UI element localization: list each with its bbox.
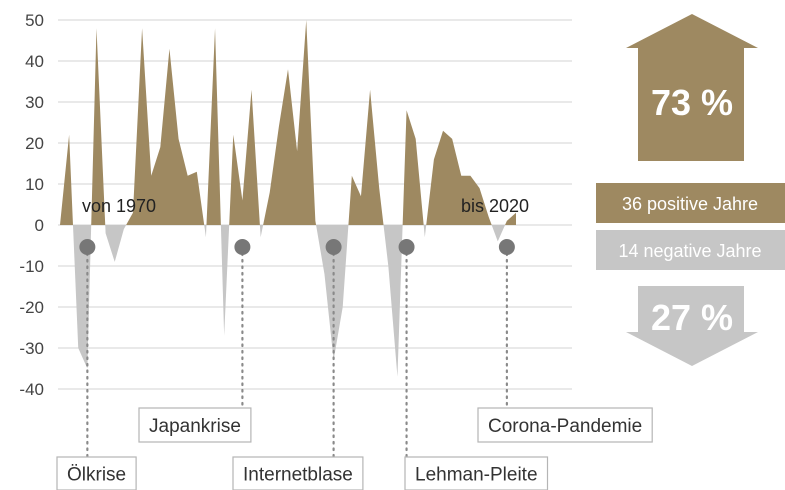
event-labels: Ölkrise Japankrise Internetblase Lehman-Ple… — [56, 407, 653, 490]
y-tick-label: 10 — [25, 175, 44, 194]
event-label: Lehman-Pleite — [415, 465, 538, 486]
positive-percent: 73 % — [651, 82, 733, 123]
event-label-box: Internetblase — [232, 456, 364, 490]
event-label-box: Lehman-Pleite — [404, 456, 549, 490]
event-marker — [325, 239, 342, 255]
y-axis: 50 40 30 20 10 0 -10 -20 -30 -40 — [19, 11, 44, 399]
y-tick-label: -10 — [19, 257, 44, 276]
positive-count-bar — [596, 183, 785, 223]
positive-count-label: 36 positive Jahre — [622, 194, 758, 214]
positive-summary: 73 % 36 positive Jahre — [596, 14, 785, 223]
end-year-label: bis 2020 — [461, 196, 529, 216]
negative-summary: 14 negative Jahre 27 % — [596, 230, 785, 366]
event-label: Internetblase — [243, 465, 353, 486]
event-label: Japankrise — [149, 416, 241, 437]
y-tick-label: 40 — [25, 52, 44, 71]
up-arrow-icon — [626, 14, 758, 161]
down-arrow-icon — [626, 286, 758, 366]
negative-count-bar — [596, 230, 785, 270]
negative-count-label: 14 negative Jahre — [618, 241, 761, 261]
negative-percent: 27 % — [651, 297, 733, 338]
event-label-box: Japankrise — [138, 407, 252, 443]
event-label: Corona-Pandemie — [488, 416, 642, 437]
y-tick-label: -40 — [19, 380, 44, 399]
start-year-label: von 1970 — [82, 196, 156, 216]
event-marker — [79, 239, 96, 255]
y-tick-label: 50 — [25, 11, 44, 30]
y-tick-label: -20 — [19, 298, 44, 317]
event-marker — [498, 239, 515, 255]
y-tick-label: 30 — [25, 93, 44, 112]
event-label-box: Ölkrise — [56, 456, 137, 490]
return-areas — [60, 20, 516, 377]
positive-return-area — [60, 20, 516, 225]
y-tick-label: -30 — [19, 339, 44, 358]
y-tick-label: 20 — [25, 134, 44, 153]
event-leader-lines — [79, 239, 515, 459]
y-tick-label: 0 — [35, 216, 44, 235]
negative-return-area — [60, 225, 516, 377]
event-marker — [234, 239, 251, 255]
event-label: Ölkrise — [67, 465, 126, 486]
event-marker — [398, 239, 415, 255]
event-label-box: Corona-Pandemie — [477, 407, 653, 443]
